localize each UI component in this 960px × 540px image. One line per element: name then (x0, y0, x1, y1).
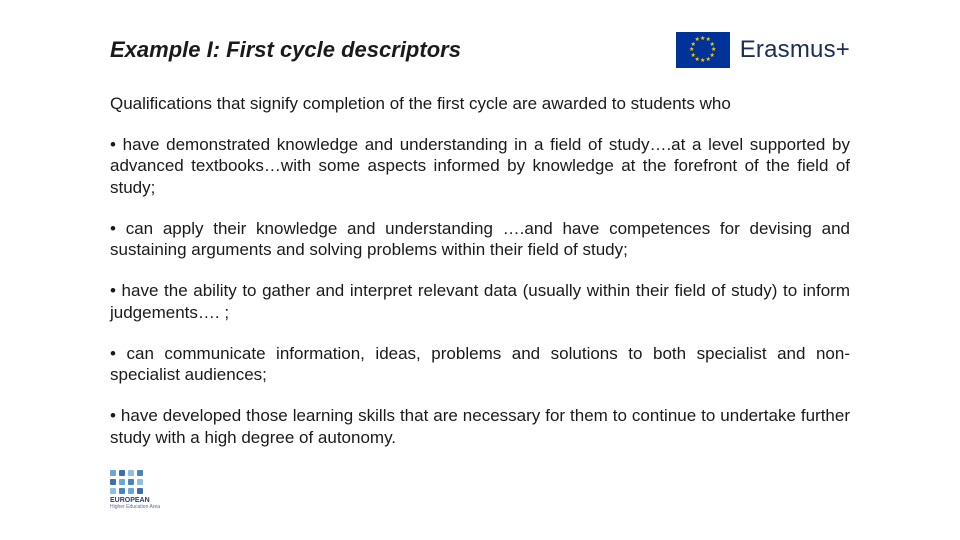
eu-flag-icon: ★★★★★★★★★★★★ (676, 32, 730, 68)
eu-star-ring: ★★★★★★★★★★★★ (689, 36, 717, 64)
ehea-dot-icon (110, 488, 116, 494)
bullet-item: • have demonstrated knowledge and unders… (110, 134, 850, 198)
ehea-dot-icon (110, 479, 116, 485)
eu-star-icon: ★ (705, 57, 710, 63)
header-row: Example I: First cycle descriptors ★★★★★… (110, 32, 850, 68)
eu-star-icon: ★ (690, 53, 695, 59)
eu-star-icon: ★ (694, 37, 699, 43)
ehea-dot-icon (119, 479, 125, 485)
eu-star-icon: ★ (700, 58, 705, 64)
ehea-dot-icon (110, 470, 116, 476)
bullet-item: • have the ability to gather and interpr… (110, 280, 850, 323)
ehea-logo: EUROPEAN Higher Education Area (110, 470, 160, 510)
ehea-dot-icon (137, 470, 143, 476)
ehea-dots-icon (110, 470, 160, 494)
ehea-dot-icon (128, 479, 134, 485)
slide: Example I: First cycle descriptors ★★★★★… (0, 0, 960, 540)
erasmus-text: Erasmus+ (740, 36, 850, 64)
ehea-sublabel: Higher Education Area (110, 505, 160, 511)
ehea-dot-icon (137, 488, 143, 494)
ehea-dot-icon (119, 470, 125, 476)
eu-star-icon: ★ (689, 47, 694, 53)
bullet-item: • can apply their knowledge and understa… (110, 218, 850, 261)
ehea-dot-icon (137, 479, 143, 485)
ehea-dot-icon (128, 470, 134, 476)
bullet-item: • have developed those learning skills t… (110, 405, 850, 448)
page-title: Example I: First cycle descriptors (110, 37, 461, 63)
bullet-item: • can communicate information, ideas, pr… (110, 343, 850, 386)
ehea-dot-icon (128, 488, 134, 494)
intro-text: Qualifications that signify completion o… (110, 94, 850, 114)
ehea-dot-icon (119, 488, 125, 494)
erasmus-logo: ★★★★★★★★★★★★ Erasmus+ (676, 32, 850, 68)
